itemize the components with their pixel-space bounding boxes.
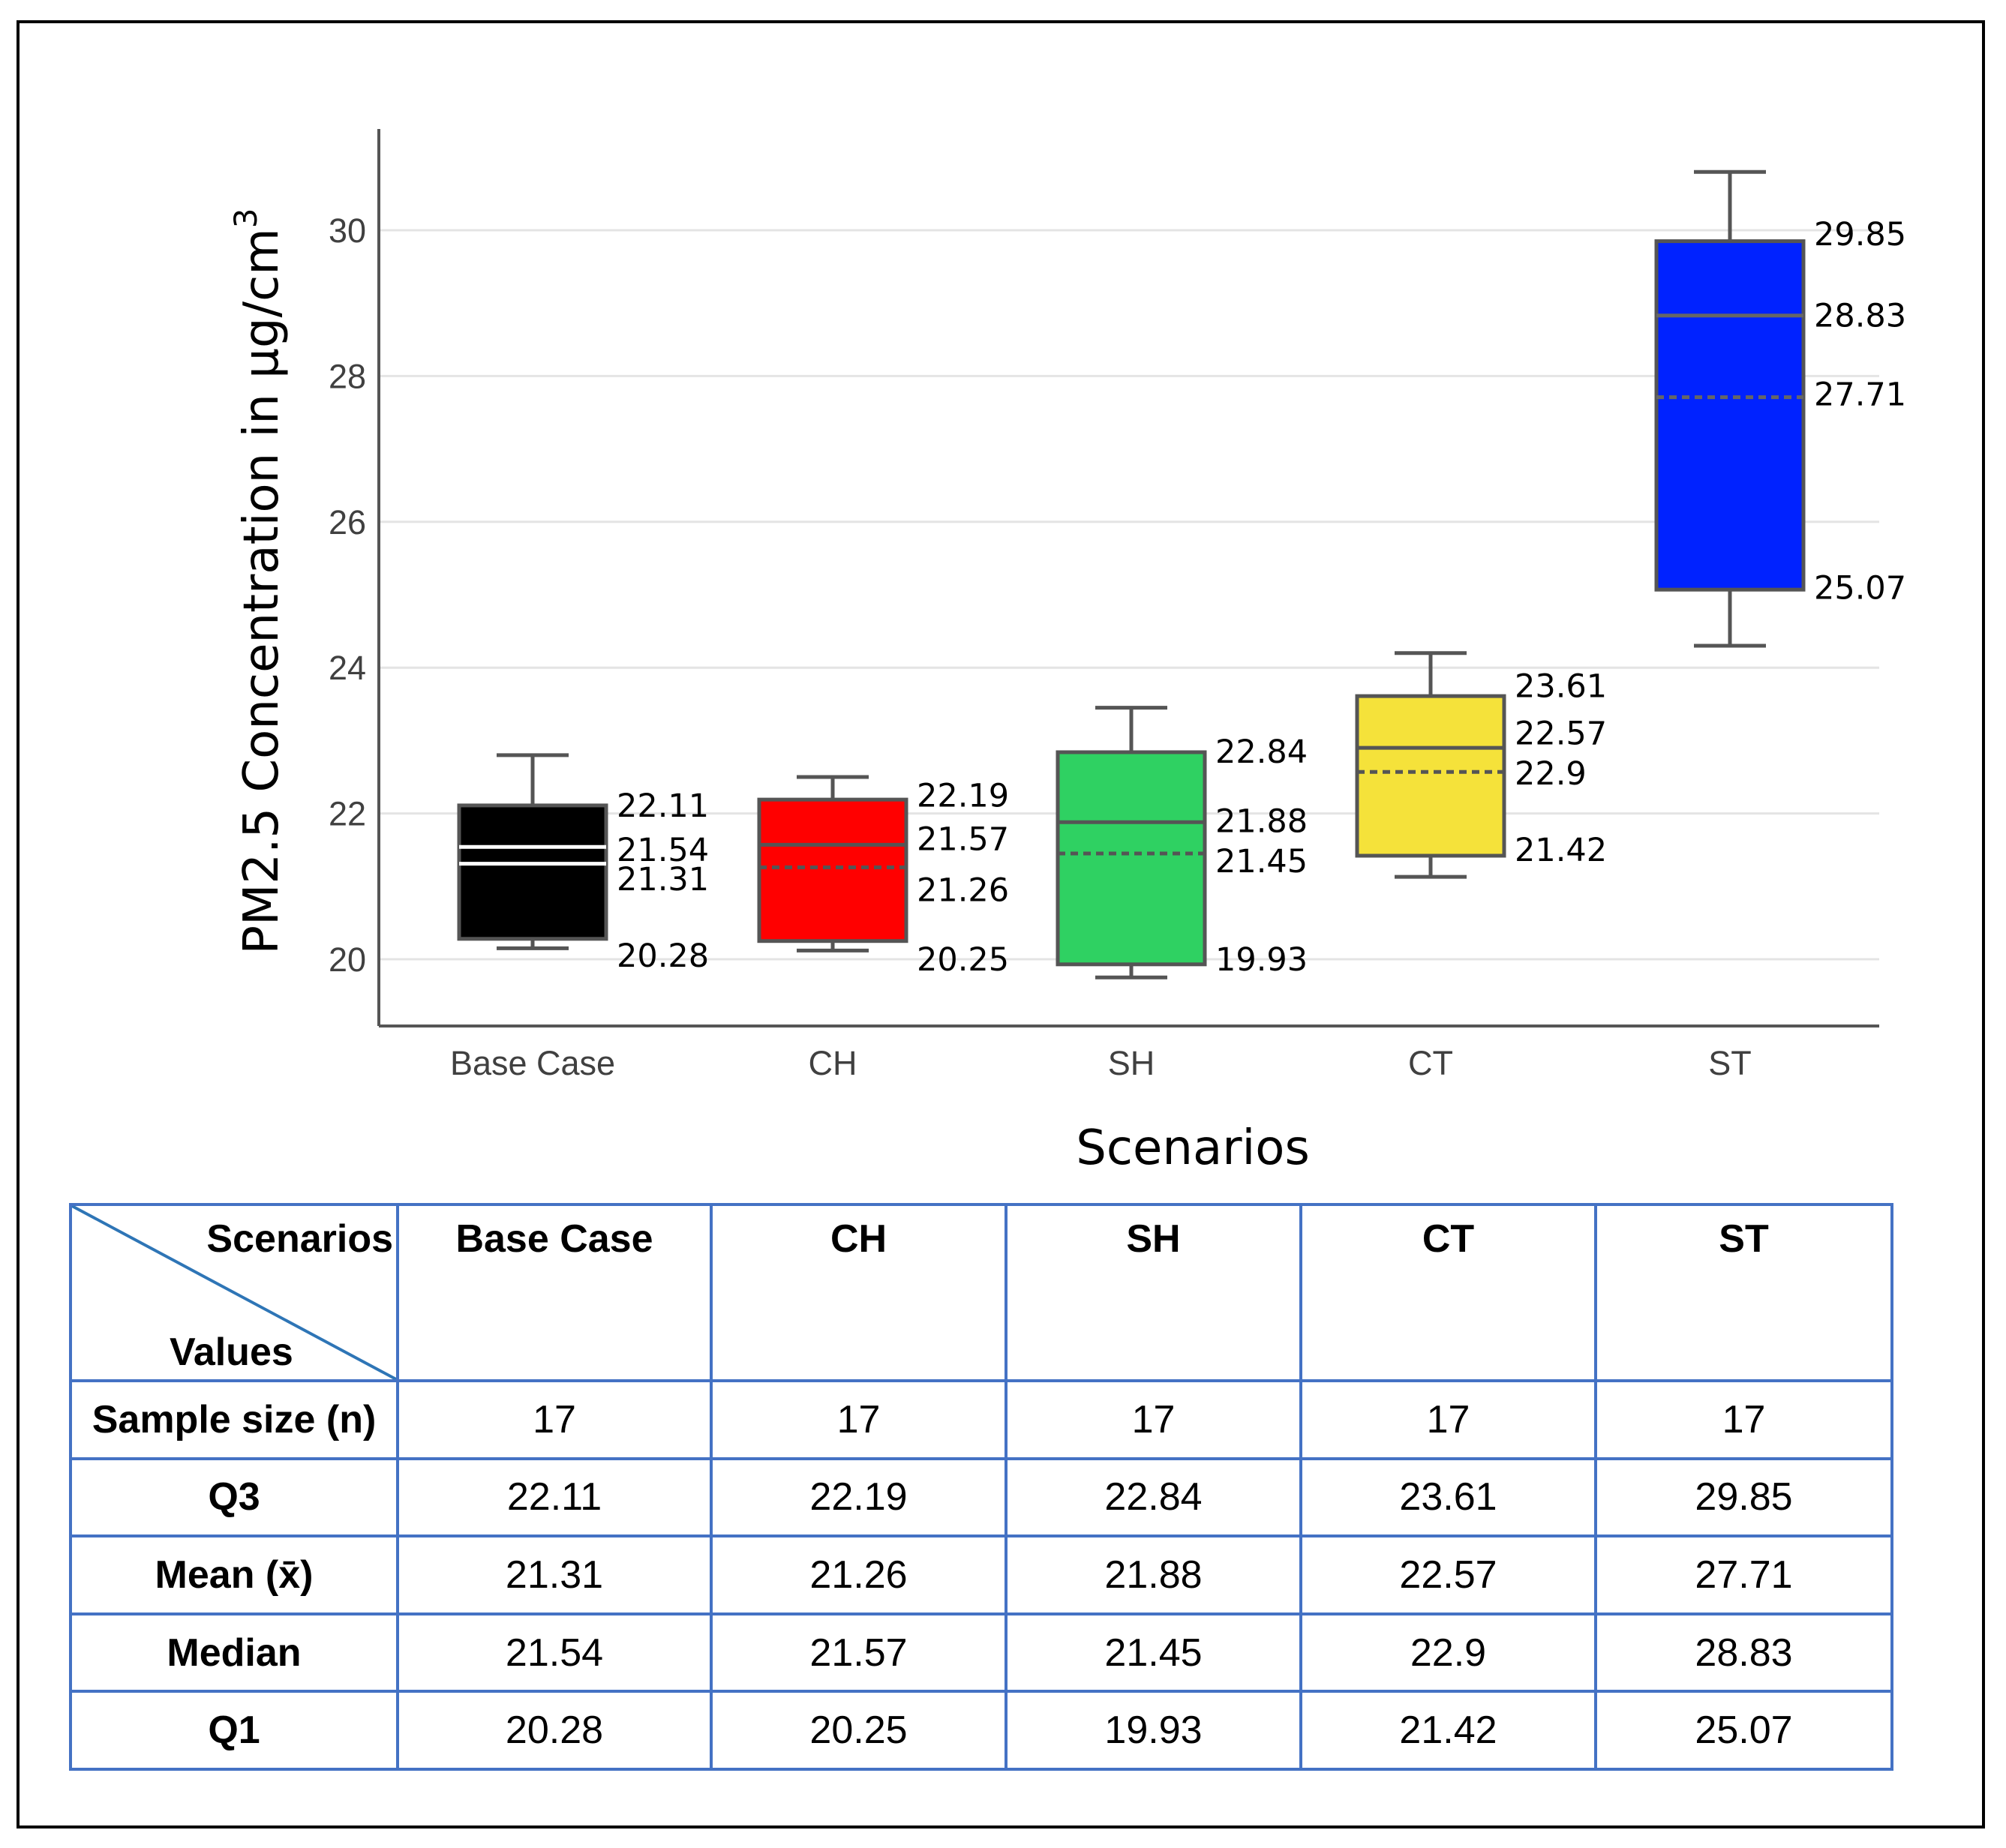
x-tick-label: Base Case: [450, 1044, 615, 1082]
table-row: Q3 22.11 22.19 22.84 23.61 29.85: [69, 1456, 1893, 1538]
table-row: Q1 20.28 20.25 19.93 21.42 25.07: [69, 1690, 1893, 1771]
table-cell: 21.45: [1005, 1612, 1302, 1694]
y-tick-label: 22: [329, 795, 366, 833]
value-label: 22.84: [1215, 734, 1308, 771]
column-header: SH: [1005, 1203, 1302, 1382]
value-label: 29.85: [1814, 216, 1906, 254]
table-cell: 22.9: [1299, 1612, 1597, 1694]
x-tick-label: SH: [1108, 1044, 1155, 1082]
value-label: 22.9: [1515, 755, 1587, 793]
value-label: 21.45: [1215, 843, 1308, 880]
table-cell: 17: [1299, 1379, 1597, 1460]
box-group-sh: [1056, 706, 1207, 980]
x-tick-label: CH: [809, 1044, 857, 1082]
table-cell: 17: [396, 1379, 713, 1460]
grid-lines: [380, 229, 1879, 961]
table-cell: 21.57: [710, 1612, 1008, 1694]
value-label: 23.61: [1515, 668, 1607, 706]
column-header: CH: [710, 1203, 1008, 1382]
corner-diagonal: [72, 1206, 396, 1379]
table-cell: 17: [710, 1379, 1008, 1460]
iqr-box: [1654, 239, 1806, 592]
column-header: ST: [1594, 1203, 1893, 1382]
row-label: Median: [69, 1612, 399, 1694]
column-header: Base Case: [396, 1203, 713, 1382]
iqr-box: [1056, 750, 1207, 967]
table-cell: 19.93: [1005, 1690, 1302, 1771]
corner-scenarios-label: Scenarios: [206, 1217, 393, 1261]
table-row: Median 21.54 21.57 21.45 22.9 28.83: [69, 1612, 1893, 1694]
table-cell: 25.07: [1594, 1690, 1893, 1771]
x-tick-labels: Base Case CH SH CT ST: [450, 1044, 1752, 1082]
stats-table: Scenarios Values Base Case CH SH CT ST S…: [69, 1203, 1893, 1771]
row-label: Sample size (n): [69, 1379, 399, 1460]
table-cell: 22.84: [1005, 1456, 1302, 1538]
box-series: [457, 170, 1806, 980]
table-cell: 22.57: [1299, 1534, 1597, 1616]
value-label: 21.57: [917, 821, 1009, 859]
iqr-box: [757, 797, 908, 944]
value-label: 22.11: [617, 788, 709, 825]
value-label: 21.31: [617, 861, 709, 898]
value-label: 21.26: [917, 872, 1009, 910]
table-row: Mean (x̄) 21.31 21.26 21.88 22.57 27.71: [69, 1534, 1893, 1616]
table-cell: 21.88: [1005, 1534, 1302, 1616]
table-cell: 22.19: [710, 1456, 1008, 1538]
value-label: 21.88: [1215, 802, 1308, 840]
column-header: CT: [1299, 1203, 1597, 1382]
y-tick-label: 30: [329, 212, 366, 250]
table-cell: 20.25: [710, 1690, 1008, 1771]
value-label: 22.19: [917, 777, 1009, 814]
y-tick-label: 24: [329, 649, 366, 687]
y-axis-title: PM2.5 Concentration in µg/cm3: [227, 208, 290, 955]
value-label: 28.83: [1814, 298, 1906, 335]
box-group-st: [1654, 170, 1806, 648]
table-cell: 20.28: [396, 1690, 713, 1771]
table-row: Sample size (n) 17 17 17 17 17: [69, 1379, 1893, 1460]
value-label: 20.25: [917, 941, 1009, 979]
table-cell: 27.71: [1594, 1534, 1893, 1616]
box-group-ch: [757, 775, 908, 952]
table-cell: 21.54: [396, 1612, 713, 1694]
y-tick-label: 26: [329, 503, 366, 542]
corner-values-label: Values: [170, 1330, 293, 1374]
value-label: 22.57: [1515, 716, 1607, 753]
value-label: 21.42: [1515, 832, 1607, 869]
x-tick-label: CT: [1408, 1044, 1453, 1082]
table-cell: 21.26: [710, 1534, 1008, 1616]
iqr-box: [457, 803, 608, 941]
table-cell: 22.11: [396, 1456, 713, 1538]
table-cell: 28.83: [1594, 1612, 1893, 1694]
y-tick-label: 28: [329, 357, 366, 395]
iqr-box: [1355, 694, 1506, 858]
row-label: Q1: [69, 1690, 399, 1771]
value-label: 27.71: [1814, 376, 1906, 414]
table-cell: 21.42: [1299, 1690, 1597, 1771]
table-cell: 23.61: [1299, 1456, 1597, 1538]
value-label: 20.28: [617, 938, 709, 975]
axes: [377, 129, 1879, 1028]
row-label: Q3: [69, 1456, 399, 1538]
row-label: Mean (x̄): [69, 1534, 399, 1616]
box-group-base-case: [457, 753, 608, 950]
table-cell: 17: [1594, 1379, 1893, 1460]
value-label: 19.93: [1215, 941, 1308, 979]
value-label: 25.07: [1814, 569, 1906, 607]
x-axis-title: Scenarios: [1076, 1120, 1310, 1176]
table-header-row: Scenarios Values Base Case CH SH CT ST: [69, 1203, 1893, 1382]
x-tick-label: ST: [1708, 1044, 1752, 1082]
table-cell: 29.85: [1594, 1456, 1893, 1538]
value-label: 21.54: [617, 832, 709, 869]
table-cell: 17: [1005, 1379, 1302, 1460]
table-cell: 21.31: [396, 1534, 713, 1616]
table-corner-cell: Scenarios Values: [69, 1203, 399, 1382]
box-group-ct: [1355, 651, 1506, 879]
y-tick-labels: 20 22 24 26 28 30: [329, 212, 366, 979]
y-tick-label: 20: [329, 940, 366, 979]
